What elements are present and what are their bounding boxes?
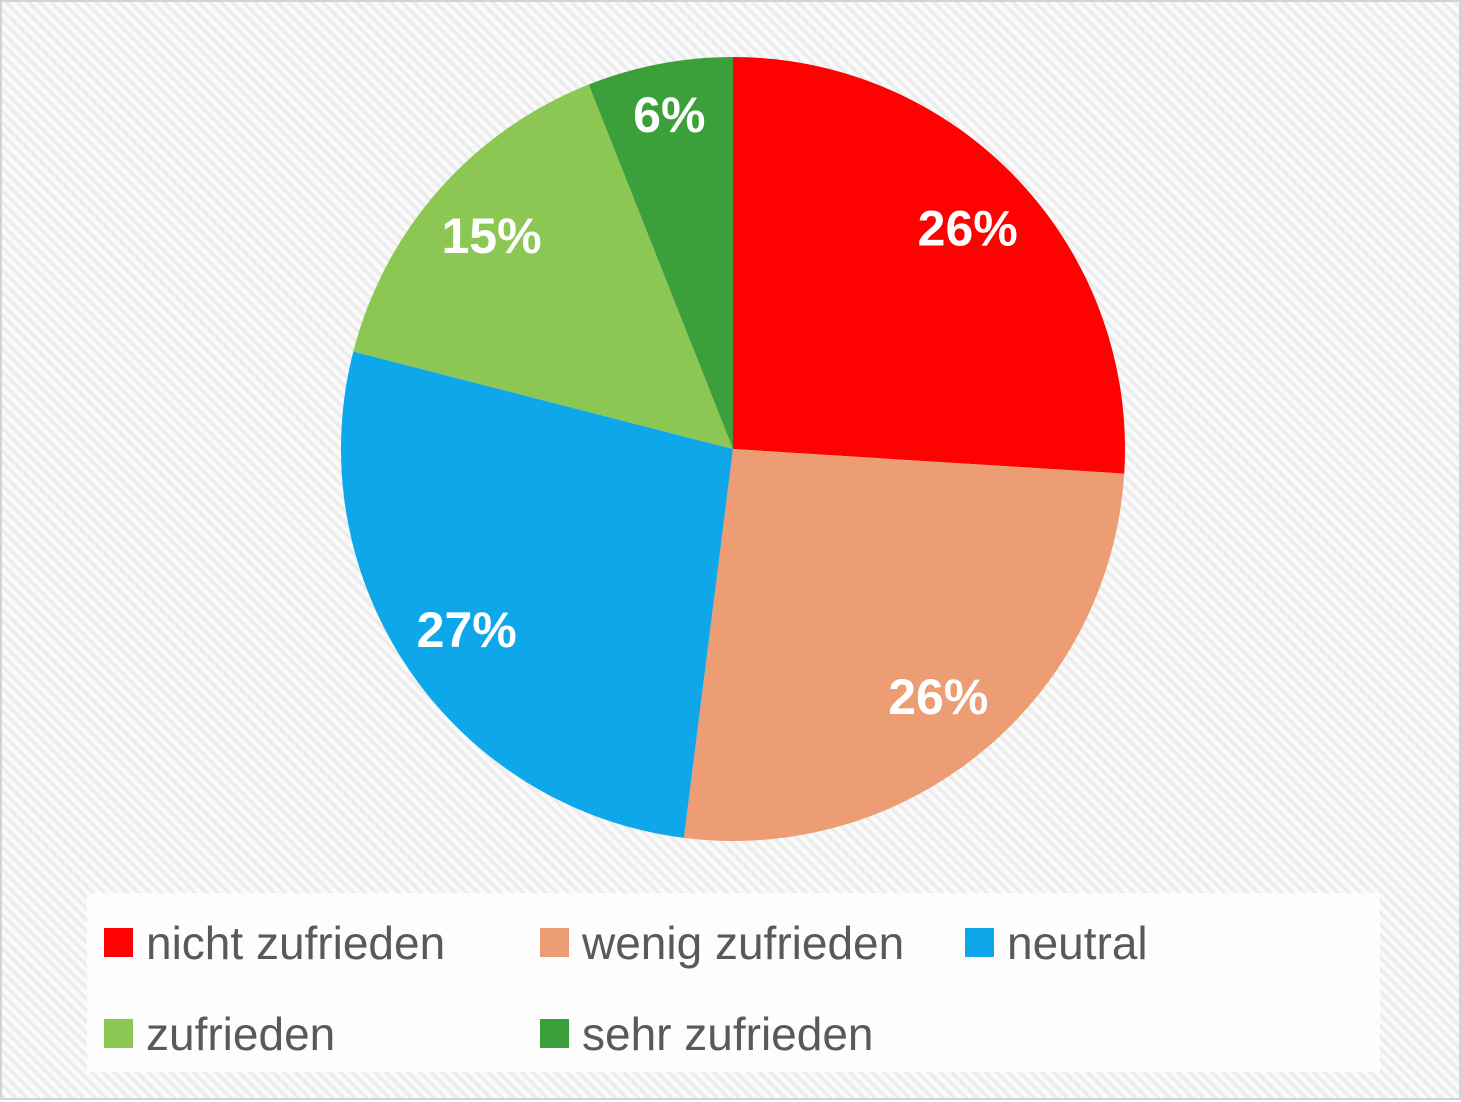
legend-item-wenig-zufrieden: wenig zufrieden	[540, 920, 904, 966]
legend-panel: nicht zufrieden wenig zufrieden neutral zuf…	[87, 893, 1380, 1072]
pie-slice-nicht-zufrieden	[733, 57, 1126, 474]
legend-label: nicht zufrieden	[146, 916, 446, 969]
slice-label: 26%	[888, 669, 988, 725]
legend-label: wenig zufrieden	[582, 916, 905, 969]
legend-swatch-icon	[104, 928, 133, 957]
legend-label: neutral	[1007, 916, 1148, 969]
slice-label: 15%	[441, 208, 541, 264]
pie-slice-neutral	[341, 351, 733, 838]
legend-swatch-icon	[965, 928, 994, 957]
pie-slice-sehr-zufrieden	[588, 57, 733, 449]
legend-item-sehr-zufrieden: sehr zufrieden	[540, 1011, 874, 1057]
slice-label: 27%	[417, 602, 517, 658]
legend-item-zufrieden: zufrieden	[104, 1011, 335, 1057]
legend-item-nicht-zufrieden: nicht zufrieden	[104, 920, 445, 966]
slice-label: 6%	[633, 87, 705, 143]
legend-swatch-icon	[104, 1019, 133, 1048]
legend-swatch-icon	[540, 928, 569, 957]
legend-swatch-icon	[540, 1019, 569, 1048]
legend-item-neutral: neutral	[965, 920, 1148, 966]
slice-label: 26%	[918, 201, 1018, 257]
legend-label: sehr zufrieden	[582, 1007, 874, 1060]
pie-slice-wenig-zufrieden	[683, 449, 1125, 842]
legend-label: zufrieden	[146, 1007, 336, 1060]
pie-slice-zufrieden	[353, 84, 733, 449]
